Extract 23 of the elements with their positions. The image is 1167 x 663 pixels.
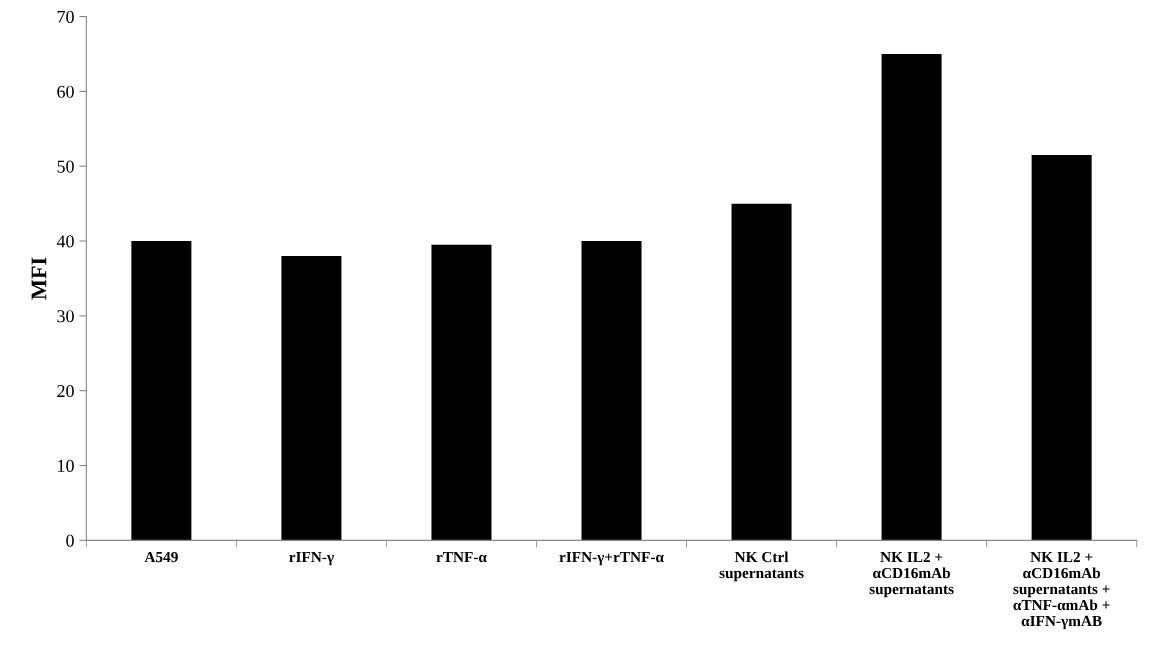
x-tick-label: A549	[144, 551, 178, 563]
bar	[281, 256, 342, 541]
bar	[431, 244, 492, 541]
bar	[881, 53, 942, 541]
bar	[1031, 155, 1092, 541]
y-tick-label: 50	[57, 160, 74, 173]
bar	[581, 241, 642, 541]
y-tick-label: 60	[57, 85, 74, 98]
x-tick-label: NK IL2 + αCD16mAb supernatants + αTNF-αmAb + αIFN-γmAB	[1013, 551, 1110, 630]
bar	[131, 241, 192, 541]
y-axis-title: MFI	[31, 257, 47, 300]
y-tick-label: 70	[57, 10, 74, 24]
x-tick-label: NK IL2 + αCD16mAb supernatants	[869, 551, 954, 598]
x-tick-label: NK Ctrl supernatants	[719, 551, 804, 582]
x-tick-label: rIFN-γ+rTNF-α	[559, 552, 664, 566]
y-tick-label: 0	[66, 534, 74, 547]
y-tick-label: 40	[56, 235, 74, 248]
y-tick-label: 20	[57, 384, 74, 398]
bar	[731, 203, 792, 541]
y-tick-label: 10	[58, 459, 74, 472]
x-tick-label: rTNF-α	[436, 552, 487, 563]
x-tick-label: rIFN-γ	[289, 552, 334, 566]
y-tick-label: 30	[57, 310, 74, 323]
